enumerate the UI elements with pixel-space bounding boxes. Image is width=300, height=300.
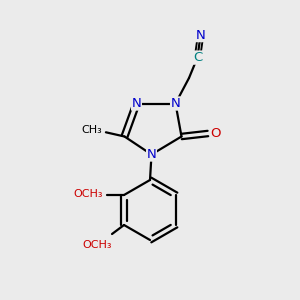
Text: O: O: [211, 127, 221, 140]
Text: N: N: [196, 28, 205, 42]
Text: OCH₃: OCH₃: [74, 189, 103, 200]
Text: N: N: [132, 97, 141, 110]
Text: N: N: [171, 97, 180, 110]
Text: N: N: [147, 148, 156, 161]
Text: CH₃: CH₃: [81, 124, 102, 135]
Text: OCH₃: OCH₃: [83, 240, 112, 250]
Text: C: C: [193, 51, 202, 64]
